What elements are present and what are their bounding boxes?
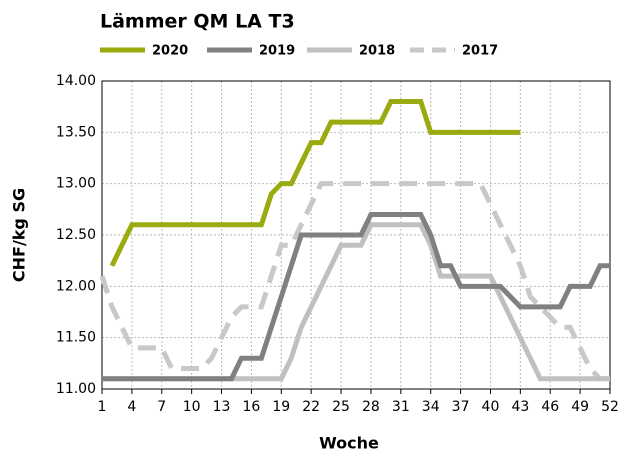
series-line xyxy=(109,99,521,267)
legend-label: 2017 xyxy=(462,44,498,59)
x-tick-label: 25 xyxy=(332,399,350,415)
x-tick-label: 49 xyxy=(571,399,589,415)
x-tick-label: 37 xyxy=(452,399,470,415)
x-tick-label: 28 xyxy=(362,399,380,415)
x-axis-label: Woche xyxy=(319,434,379,453)
series-line xyxy=(99,181,610,382)
y-tick-label: 14.00 xyxy=(56,73,96,89)
x-tick-label: 13 xyxy=(213,399,231,415)
y-tick-label: 11.50 xyxy=(56,330,96,346)
legend-label: 2020 xyxy=(152,44,188,59)
x-tick-label: 16 xyxy=(242,399,260,415)
x-tick-label: 22 xyxy=(302,399,320,415)
x-tick-label: 19 xyxy=(272,399,290,415)
y-tick-label: 13.00 xyxy=(56,176,96,192)
y-tick-label: 12.50 xyxy=(56,227,96,243)
y-axis-label: CHF/kg SG xyxy=(10,188,29,282)
x-tick-label: 10 xyxy=(183,399,201,415)
y-tick-label: 12.00 xyxy=(56,278,96,294)
x-tick-label: 43 xyxy=(511,399,529,415)
series-line xyxy=(102,211,610,382)
plot-frame xyxy=(101,80,611,390)
chart-title: Lämmer QM LA T3 xyxy=(100,11,295,33)
x-tick-label: 7 xyxy=(157,399,166,415)
x-tick-label: 52 xyxy=(601,399,619,415)
x-tick-label: 31 xyxy=(392,399,410,415)
legend-label: 2018 xyxy=(359,44,395,59)
y-tick-label: 11.00 xyxy=(56,381,96,397)
x-tick-label: 1 xyxy=(98,399,107,415)
x-tick-label: 46 xyxy=(541,399,559,415)
x-tick-label: 40 xyxy=(482,399,500,415)
x-tick-label: 4 xyxy=(127,399,136,415)
y-tick-label: 13.50 xyxy=(56,124,96,140)
x-tick-label: 34 xyxy=(422,399,440,415)
legend-label: 2019 xyxy=(259,44,295,59)
